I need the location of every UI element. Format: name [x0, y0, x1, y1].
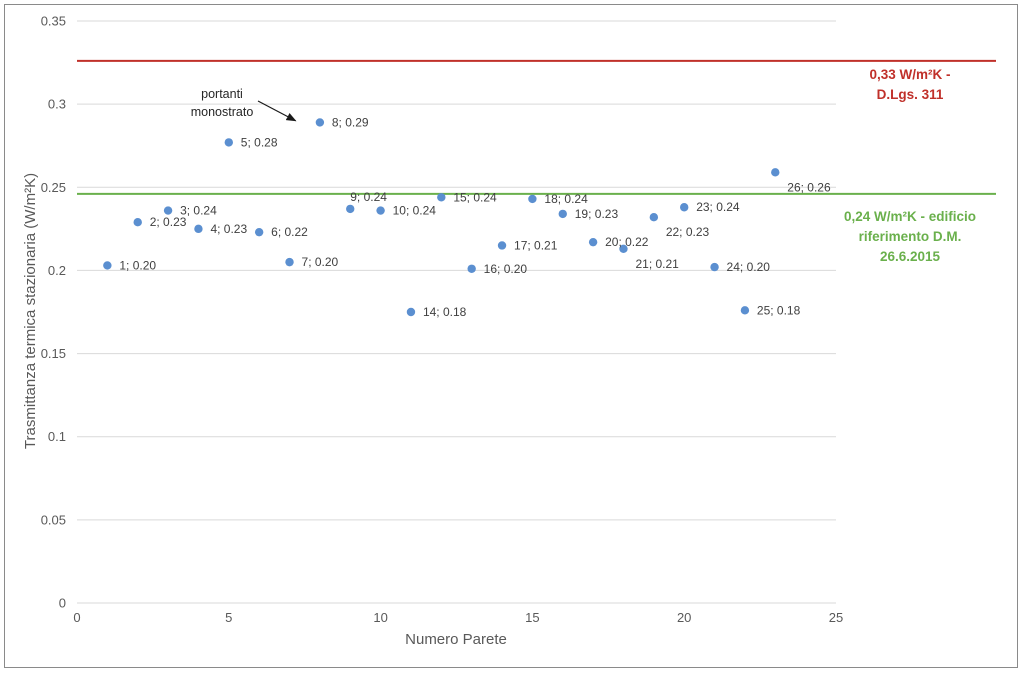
- data-point: [254, 227, 264, 237]
- data-label: 21; 0.21: [635, 257, 679, 271]
- y-axis-title: Trasmittanza termica stazionaria (W/m²K): [22, 173, 39, 449]
- data-label: 4; 0.23: [210, 222, 247, 236]
- axis-ticks: 0 0.05 0.1 0.15 0.2 0.25 0.3 0.35 0 5 10 15 20 25: [41, 14, 844, 626]
- data-label: 23; 0.24: [696, 200, 740, 214]
- data-point: [680, 203, 689, 212]
- data-label: 8; 0.29: [332, 115, 369, 129]
- data-point: [346, 204, 355, 214]
- data-label: 1; 0.20: [119, 258, 156, 272]
- data-point: [588, 237, 598, 247]
- data-label: 5; 0.28: [241, 135, 278, 149]
- gridlines: [77, 20, 836, 604]
- data-label: 24; 0.20: [727, 260, 771, 274]
- data-label: 19; 0.23: [575, 207, 619, 221]
- data-label: 25; 0.18: [757, 303, 801, 317]
- annotation: portanti monostrato: [191, 87, 297, 122]
- data-point: [619, 244, 628, 254]
- data-label: 7; 0.20: [302, 255, 339, 269]
- reference-line-label: riferimento D.M.: [859, 229, 962, 244]
- y-tick-label: 0.2: [48, 263, 66, 278]
- data-point: [194, 224, 203, 234]
- data-points: [103, 118, 780, 317]
- data-point: [103, 261, 112, 270]
- reference-line-label: 0,24 W/m²K - edificio: [844, 209, 976, 224]
- data-label: 17; 0.21: [514, 238, 558, 252]
- data-point: [467, 264, 476, 273]
- data-point: [740, 306, 750, 315]
- data-point: [133, 218, 142, 227]
- data-label: 2; 0.23: [150, 215, 187, 229]
- y-tick-label: 0.05: [41, 512, 66, 527]
- data-label: 14; 0.18: [423, 305, 467, 319]
- data-point: [315, 118, 325, 127]
- y-tick-label: 0.15: [41, 346, 66, 361]
- annotation-arrow: [257, 100, 297, 122]
- chart-frame: [4, 4, 1018, 668]
- reference-lines: 0,33 W/m²K - D.Lgs. 311 0,24 W/m²K - edifi…: [77, 59, 996, 264]
- x-tick-label: 15: [525, 610, 539, 625]
- reference-line-label: D.Lgs. 311: [877, 87, 944, 102]
- data-labels: 1; 0.20 2; 0.233; 0.24 4; 0.23 5; 0.28 6; 0.…: [119, 115, 831, 319]
- data-point: [163, 206, 173, 215]
- data-point: [649, 213, 659, 222]
- annotation-text: monostrato: [191, 105, 254, 119]
- x-axis-title: Numero Parete: [405, 631, 507, 648]
- x-tick-label: 10: [373, 610, 387, 625]
- data-label: 3; 0.24: [180, 204, 217, 218]
- data-point: [710, 262, 719, 272]
- y-tick-label: 0.3: [48, 97, 66, 112]
- data-point: [771, 168, 780, 177]
- reference-line-label: 26.6.2015: [880, 249, 941, 264]
- data-label: 20; 0.22: [605, 235, 649, 249]
- y-tick-label: 0.1: [48, 429, 66, 444]
- y-tick-label: 0.35: [41, 14, 66, 29]
- x-tick-label: 0: [73, 610, 80, 625]
- annotation-text: portanti: [201, 87, 243, 101]
- x-tick-label: 5: [225, 610, 232, 625]
- data-point: [497, 241, 507, 250]
- reference-line-label: 0,33 W/m²K -: [869, 67, 950, 82]
- y-tick-label: 0.25: [41, 180, 66, 195]
- data-point: [437, 193, 446, 202]
- data-label: 15; 0.24: [453, 190, 497, 204]
- data-point: [528, 194, 537, 204]
- data-point: [285, 257, 294, 267]
- data-point: [406, 307, 416, 317]
- data-label: 18; 0.24: [544, 192, 588, 206]
- x-tick-label: 20: [677, 610, 691, 625]
- y-tick-label: 0: [59, 596, 66, 611]
- data-label: 10; 0.24: [393, 204, 437, 218]
- data-label: 6; 0.22: [271, 225, 308, 239]
- data-point: [558, 209, 567, 219]
- data-label: 9; 0.24: [350, 190, 387, 204]
- data-point: [224, 138, 233, 147]
- data-label: 22; 0.23: [666, 225, 710, 239]
- data-point: [376, 206, 385, 215]
- x-tick-label: 25: [829, 610, 843, 625]
- data-label: 26; 0.26: [787, 180, 831, 194]
- data-label: 16; 0.20: [484, 262, 528, 276]
